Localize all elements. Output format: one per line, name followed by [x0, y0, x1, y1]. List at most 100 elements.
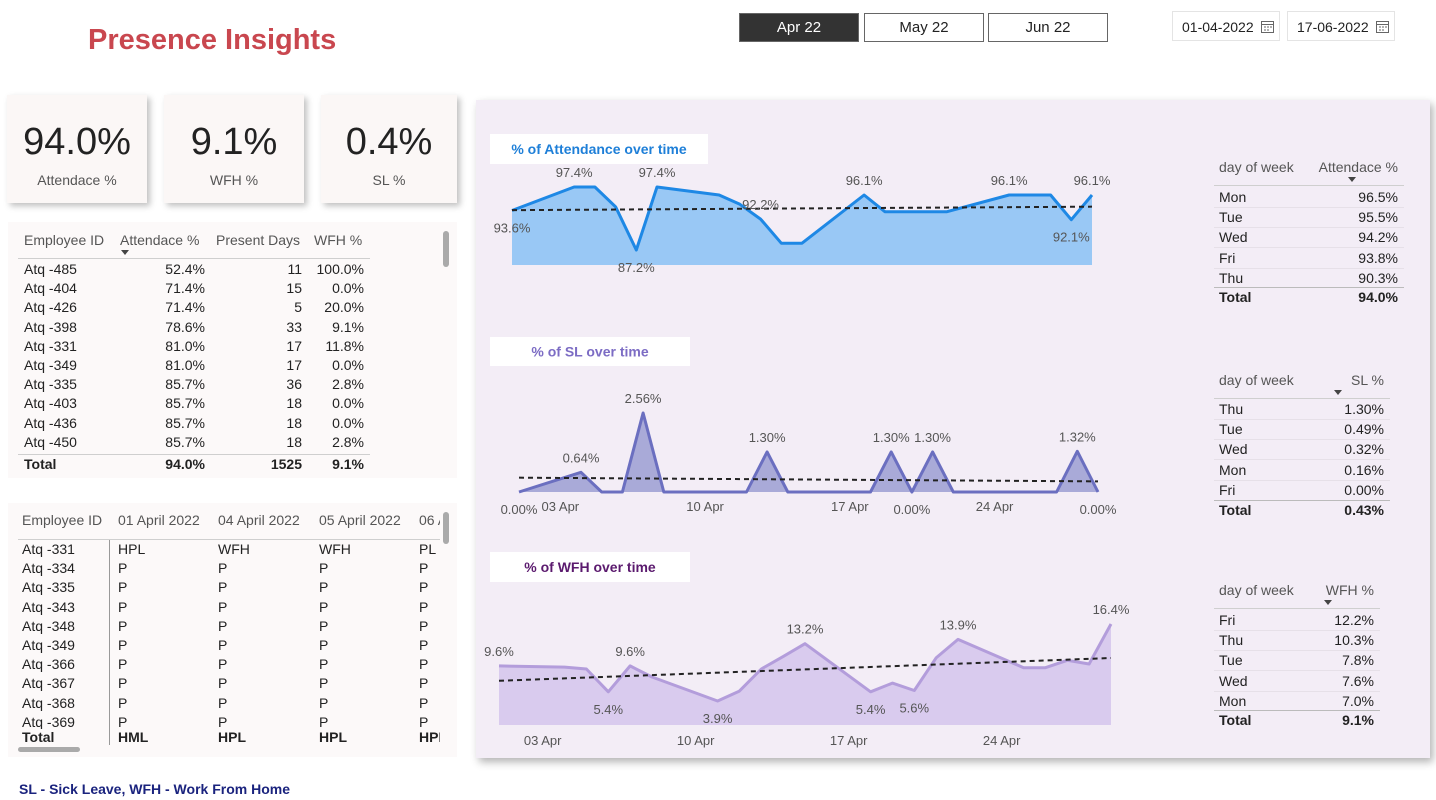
month-button[interactable]: May 22 [864, 13, 984, 42]
month-button[interactable]: Jun 22 [988, 13, 1108, 42]
table-cell: 18 [286, 414, 302, 431]
table-cell: 0.0% [332, 414, 364, 431]
table-rule [1214, 267, 1404, 269]
table-cell: P [419, 637, 429, 653]
table-cell: 85.7% [165, 414, 205, 431]
table-cell: 95.5% [1358, 209, 1398, 226]
kpi-label: WFH % [209, 172, 259, 188]
table-cell: P [419, 694, 429, 711]
kpi-card: 9.1% WFH % [164, 95, 304, 203]
table-rule [1214, 439, 1390, 441]
table-cell: P [218, 637, 228, 653]
table-cell: Atq -348 [22, 617, 75, 634]
total-cell: 9.1% [332, 456, 364, 472]
table-cell: 71.4% [165, 299, 205, 316]
column-divider [109, 540, 110, 745]
kpi-value: 9.1% [190, 121, 278, 163]
kpi-value: 94.0% [23, 121, 131, 163]
table-rule [18, 258, 370, 259]
kpi-card: 94.0% Attendace % [7, 95, 147, 203]
month-button[interactable]: Apr 22 [739, 13, 859, 42]
total-cell: HPL [419, 729, 447, 745]
table-rule [1214, 185, 1404, 186]
column-header: Employee ID [22, 512, 103, 528]
scrollbar[interactable] [443, 231, 449, 267]
column-header: day of week [1219, 372, 1294, 388]
table-cell: 11.8% [325, 337, 364, 354]
table-cell: 36 [286, 376, 302, 393]
table-cell: 96.5% [1358, 189, 1398, 205]
table-cell: 11 [287, 261, 302, 277]
total-cell: Total [24, 456, 57, 472]
table-cell: 12.2% [1334, 612, 1374, 628]
table-cell: HPL [118, 541, 146, 557]
table-cell: Atq -368 [22, 694, 75, 711]
table-rule [18, 539, 440, 540]
total-cell: Total [1219, 289, 1252, 305]
total-cell: 94.0% [1358, 289, 1398, 305]
sort-arrow [1348, 177, 1356, 182]
table-cell: 0.16% [1344, 461, 1384, 478]
scrollbar[interactable] [443, 512, 449, 544]
table-cell: 78.6% [165, 318, 205, 335]
table-cell: 17 [286, 357, 302, 373]
table-cell: 0.0% [332, 357, 364, 373]
table-cell: PL [419, 541, 437, 557]
table-cell: P [319, 675, 329, 692]
table-cell: P [118, 560, 128, 577]
table-cell: 85.7% [165, 395, 205, 412]
date-input[interactable]: 01-04-2022 [1172, 11, 1280, 41]
total-row-bg [8, 729, 440, 747]
table-cell: Atq -369 [22, 713, 75, 730]
table-cell: Mon [1219, 461, 1247, 478]
table-cell: 85.7% [165, 433, 205, 450]
column-header: day of week [1219, 582, 1294, 598]
kpi-label: Attendace % [37, 172, 117, 188]
table-cell: Atq -403 [24, 395, 77, 412]
total-cell: Total [22, 729, 55, 745]
table-cell: Fri [1219, 612, 1236, 628]
scrollbar[interactable] [18, 747, 80, 752]
table-cell: P [218, 579, 228, 596]
table-cell: 18 [286, 433, 302, 450]
table-cell: 15 [286, 280, 302, 297]
table-cell: 7.8% [1342, 652, 1374, 669]
sort-arrow [121, 250, 129, 255]
date-text: 17-06-2022 [1297, 19, 1369, 35]
table-cell: WFH [218, 541, 250, 557]
calendar-icon [1376, 21, 1389, 33]
column-header: WFH % [314, 232, 363, 248]
table-cell: Atq -367 [22, 675, 75, 692]
date-input[interactable]: 17-06-2022 [1287, 11, 1395, 41]
table-cell: 0.49% [1344, 421, 1384, 438]
table-cell: 0.0% [332, 280, 364, 297]
sort-arrow [1324, 600, 1332, 605]
table-cell: 1.30% [1344, 401, 1384, 417]
table-cell: Tue [1219, 652, 1243, 669]
table-cell: Wed [1219, 229, 1248, 246]
column-header: Employee ID [24, 232, 105, 248]
table-cell: Atq -349 [24, 357, 77, 373]
table-cell: Tue [1219, 421, 1243, 438]
table-rule [1214, 207, 1404, 208]
calendar-icon [1261, 21, 1274, 33]
kpi-card: 0.4% SL % [321, 95, 457, 203]
table-cell: P [218, 560, 228, 577]
table-cell: 52.4% [165, 261, 205, 277]
table-cell: P [319, 579, 329, 596]
table-cell: Atq -436 [24, 414, 77, 431]
kpi-value: 0.4% [345, 121, 433, 163]
footer-note: SL - Sick Leave, WFH - Work From Home [19, 781, 290, 797]
table-cell: Thu [1219, 401, 1244, 417]
table-cell: P [218, 656, 228, 673]
table-cell: Mon [1219, 692, 1247, 709]
table-cell: Atq -334 [22, 560, 75, 577]
total-cell: HML [118, 729, 149, 745]
table-rule [1214, 227, 1404, 229]
table-cell: P [218, 598, 228, 615]
table-cell: 10.3% [1334, 632, 1374, 649]
table-cell: P [319, 637, 329, 653]
column-header: Present Days [216, 232, 301, 248]
table-cell: P [319, 617, 329, 634]
daily-table-panel [8, 503, 457, 757]
